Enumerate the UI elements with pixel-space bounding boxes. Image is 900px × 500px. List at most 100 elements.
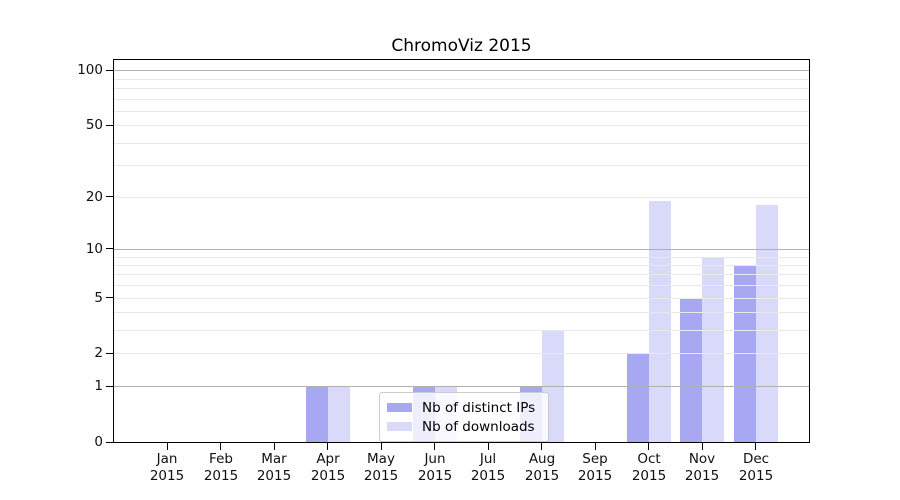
x-tick-mark bbox=[541, 443, 542, 450]
y-tick-mark bbox=[106, 297, 113, 298]
y-tick-mark bbox=[106, 125, 113, 126]
bar-downloads bbox=[755, 204, 778, 442]
bar-distinct-ips bbox=[680, 297, 703, 442]
minor-gridline bbox=[114, 257, 809, 258]
x-tick-mark bbox=[167, 443, 168, 450]
legend-item: Nb of distinct IPs bbox=[387, 399, 540, 416]
x-tick-month: Sep bbox=[582, 451, 608, 467]
minor-gridline bbox=[114, 125, 809, 126]
x-tick-mark bbox=[327, 443, 328, 450]
x-tick-year: 2015 bbox=[417, 468, 453, 484]
x-tick-label: Oct 2015 bbox=[621, 451, 677, 485]
x-tick-year: 2015 bbox=[203, 468, 239, 484]
x-tick-mark bbox=[595, 443, 596, 450]
minor-gridline bbox=[114, 298, 809, 299]
bar-downloads bbox=[648, 200, 671, 442]
bar-distinct-ips bbox=[305, 386, 328, 442]
x-tick-month: Aug bbox=[528, 451, 556, 467]
legend-swatch bbox=[387, 403, 412, 412]
minor-gridline bbox=[114, 353, 809, 354]
x-tick-mark bbox=[434, 443, 435, 450]
x-tick-year: 2015 bbox=[470, 468, 506, 484]
major-gridline bbox=[114, 249, 809, 250]
chart-title: ChromoViz 2015 bbox=[391, 36, 532, 56]
major-gridline bbox=[114, 386, 809, 387]
y-tick-label: 20 bbox=[85, 189, 103, 205]
x-tick-mark bbox=[274, 443, 275, 450]
minor-gridline bbox=[114, 143, 809, 144]
x-tick-label: Dec 2015 bbox=[728, 451, 784, 485]
legend-item: Nb of downloads bbox=[387, 418, 540, 435]
minor-gridline bbox=[114, 265, 809, 266]
minor-gridline bbox=[114, 165, 809, 166]
y-tick-mark bbox=[106, 70, 113, 71]
grid-layer bbox=[114, 60, 809, 442]
plot-area bbox=[113, 59, 810, 443]
x-tick-month: Oct bbox=[637, 451, 661, 467]
x-tick-month: May bbox=[367, 451, 395, 467]
x-tick-month: Mar bbox=[261, 451, 287, 467]
legend-swatch bbox=[387, 422, 412, 431]
minor-gridline bbox=[114, 285, 809, 286]
bar-downloads bbox=[327, 386, 350, 442]
bar-downloads bbox=[702, 256, 725, 442]
y-tick-label: 50 bbox=[85, 117, 103, 133]
minor-gridline bbox=[114, 274, 809, 275]
x-tick-year: 2015 bbox=[524, 468, 560, 484]
legend-label: Nb of distinct IPs bbox=[422, 399, 536, 416]
minor-gridline bbox=[114, 111, 809, 112]
x-tick-mark bbox=[488, 443, 489, 450]
x-tick-label: Apr 2015 bbox=[300, 451, 356, 485]
y-tick-mark bbox=[106, 442, 113, 443]
minor-gridline bbox=[114, 312, 809, 313]
x-tick-month: Apr bbox=[316, 451, 340, 467]
x-tick-label: Jan 2015 bbox=[139, 451, 195, 485]
x-tick-label: Mar 2015 bbox=[246, 451, 302, 485]
x-tick-mark bbox=[220, 443, 221, 450]
x-tick-year: 2015 bbox=[738, 468, 774, 484]
x-tick-year: 2015 bbox=[577, 468, 613, 484]
x-tick-mark bbox=[381, 443, 382, 450]
x-tick-year: 2015 bbox=[310, 468, 346, 484]
y-tick-mark bbox=[106, 196, 113, 197]
y-tick-mark bbox=[106, 353, 113, 354]
x-tick-mark bbox=[755, 443, 756, 450]
major-gridline bbox=[114, 70, 809, 71]
x-tick-label: Feb 2015 bbox=[193, 451, 249, 485]
x-tick-month: Dec bbox=[742, 451, 770, 467]
x-tick-mark bbox=[702, 443, 703, 450]
x-tick-label: Sep 2015 bbox=[567, 451, 623, 485]
y-tick-label: 2 bbox=[94, 345, 103, 361]
minor-gridline bbox=[114, 99, 809, 100]
y-tick-mark bbox=[106, 386, 113, 387]
y-tick-label: 100 bbox=[77, 62, 103, 78]
x-tick-label: Jul 2015 bbox=[460, 451, 516, 485]
x-tick-month: Jun bbox=[424, 451, 446, 467]
y-tick-label: 1 bbox=[94, 378, 103, 394]
x-tick-month: Nov bbox=[688, 451, 716, 467]
minor-gridline bbox=[114, 79, 809, 80]
minor-gridline bbox=[114, 88, 809, 89]
x-tick-label: Aug 2015 bbox=[514, 451, 570, 485]
x-tick-year: 2015 bbox=[363, 468, 399, 484]
minor-gridline bbox=[114, 197, 809, 198]
x-tick-year: 2015 bbox=[631, 468, 667, 484]
y-tick-label: 0 bbox=[94, 434, 103, 450]
y-tick-mark bbox=[106, 248, 113, 249]
x-tick-month: Feb bbox=[209, 451, 233, 467]
legend: Nb of distinct IPs Nb of downloads bbox=[379, 392, 549, 442]
bar-distinct-ips bbox=[626, 353, 649, 442]
legend-label: Nb of downloads bbox=[422, 418, 535, 435]
x-tick-label: Jun 2015 bbox=[407, 451, 463, 485]
x-tick-year: 2015 bbox=[149, 468, 185, 484]
x-tick-label: May 2015 bbox=[353, 451, 409, 485]
x-tick-year: 2015 bbox=[256, 468, 292, 484]
minor-gridline bbox=[114, 330, 809, 331]
x-tick-year: 2015 bbox=[684, 468, 720, 484]
x-tick-month: Jul bbox=[479, 451, 497, 467]
y-tick-label: 5 bbox=[94, 290, 103, 306]
y-tick-label: 10 bbox=[85, 241, 103, 257]
x-tick-label: Nov 2015 bbox=[674, 451, 730, 485]
x-tick-month: Jan bbox=[156, 451, 178, 467]
